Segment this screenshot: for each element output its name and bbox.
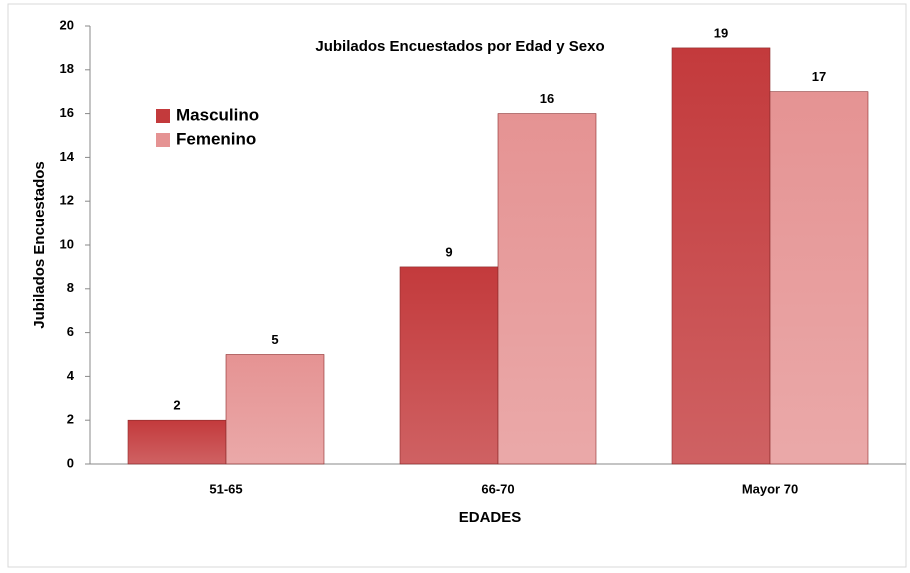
y-tick-label: 16: [60, 105, 74, 120]
data-label: 2: [173, 398, 180, 413]
y-axis-label: Jubilados Encuestados: [31, 161, 48, 329]
bar: [127, 419, 227, 465]
y-tick-label: 4: [67, 368, 75, 383]
x-axis-label: EDADES: [459, 509, 522, 526]
y-tick-label: 8: [67, 280, 74, 295]
data-label: 9: [445, 244, 452, 259]
legend-label: Femenino: [176, 129, 256, 148]
bar: [497, 113, 597, 465]
y-tick-label: 0: [67, 455, 74, 470]
bar: [399, 266, 499, 465]
data-label: 19: [714, 25, 728, 40]
x-tick-label: 51-65: [209, 481, 242, 496]
y-tick-label: 12: [60, 193, 74, 208]
data-label: 5: [271, 332, 278, 347]
data-label: 16: [540, 91, 554, 106]
y-tick-label: 10: [60, 236, 74, 251]
x-tick-label: 66-70: [481, 481, 514, 496]
y-tick-label: 18: [60, 61, 74, 76]
y-tick-label: 6: [67, 324, 74, 339]
y-tick-label: 2: [67, 412, 74, 427]
data-label: 17: [812, 69, 826, 84]
bar: [225, 354, 325, 465]
x-tick-label: Mayor 70: [742, 481, 798, 496]
legend-swatch: [156, 109, 170, 123]
legend-label: Masculino: [176, 105, 259, 124]
bar: [671, 47, 771, 465]
legend-swatch: [156, 133, 170, 147]
chart-title: Jubilados Encuestados por Edad y Sexo: [315, 38, 604, 55]
y-tick-label: 14: [60, 149, 75, 164]
y-tick-label: 20: [60, 17, 74, 32]
bar: [769, 91, 869, 465]
